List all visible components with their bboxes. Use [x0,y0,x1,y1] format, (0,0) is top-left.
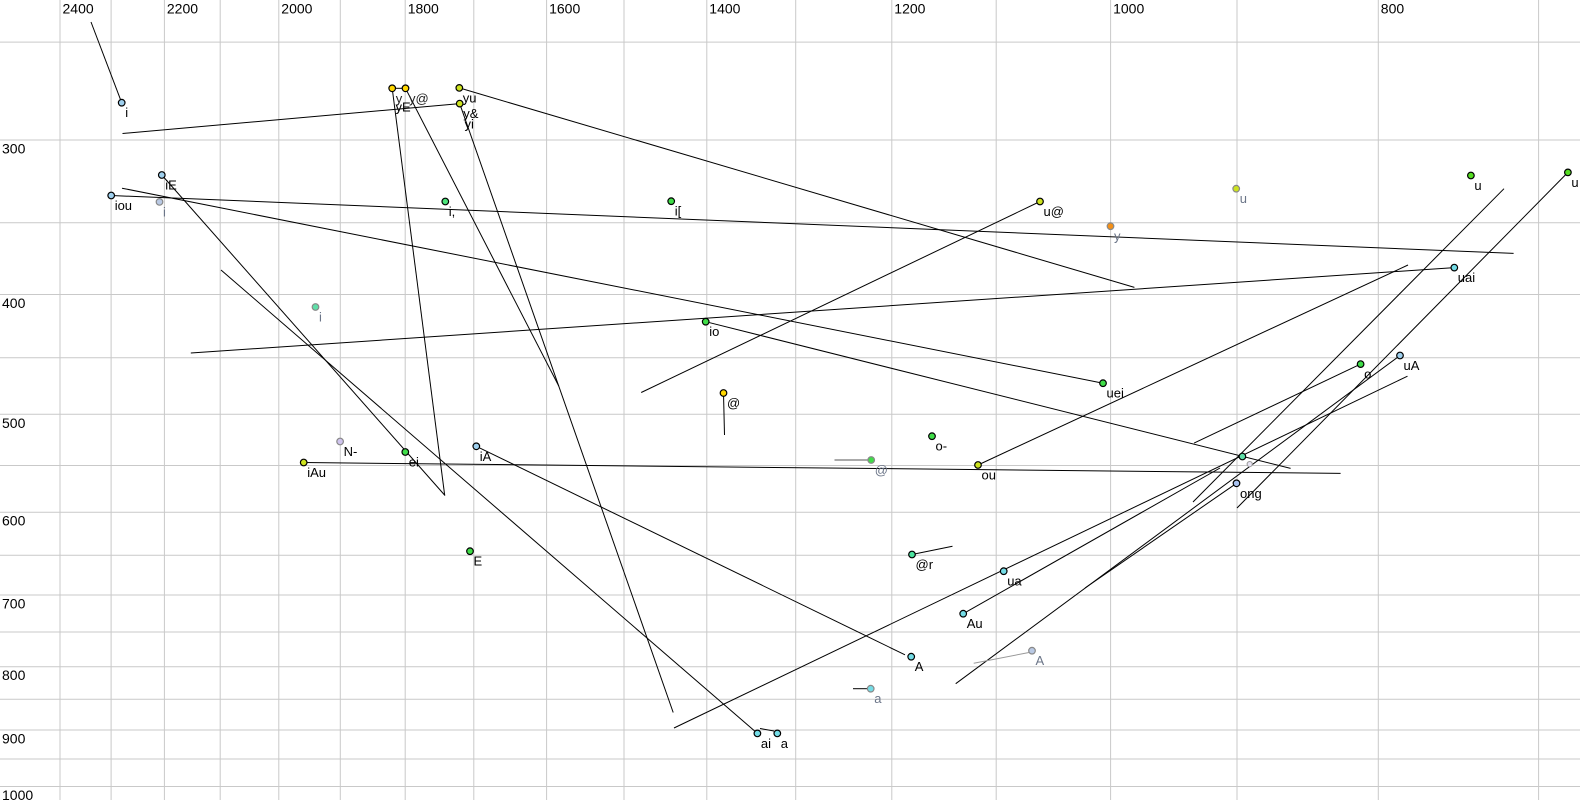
svg-text:@r: @r [916,557,934,572]
svg-text:2200: 2200 [167,1,198,17]
svg-text:iAu: iAu [307,465,326,480]
svg-text:u: u [1240,191,1247,206]
svg-text:ai: ai [761,736,771,751]
svg-text:a: a [874,691,882,706]
svg-text:1000: 1000 [1113,1,1144,17]
svg-text:y: y [396,91,403,106]
svg-text:700: 700 [2,596,26,612]
svg-text:i: i [319,310,322,325]
svg-text:u@: u@ [1044,204,1064,219]
svg-text:o-: o- [936,439,948,454]
svg-text:iou: iou [115,198,132,213]
svg-text:yE: yE [396,100,412,115]
svg-text:io: io [709,324,719,339]
svg-text:u: u [1474,178,1481,193]
svg-text:i: i [163,204,166,219]
svg-text:i,: i, [449,204,456,219]
svg-text:uai: uai [1458,270,1475,285]
svg-text:@: @ [875,463,888,478]
svg-text:ua: ua [1007,574,1022,589]
svg-text:1200: 1200 [894,1,925,17]
svg-text:iE: iE [165,178,177,193]
svg-text:yu: yu [463,90,477,105]
svg-text:i[: i[ [675,204,682,219]
svg-text:400: 400 [2,295,26,311]
svg-text:500: 500 [2,415,26,431]
svg-text:uei: uei [1107,386,1124,401]
svg-text:@: @ [727,396,740,411]
svg-text:i: i [125,105,128,120]
svg-text:2000: 2000 [281,1,312,17]
svg-text:y: y [1114,229,1121,244]
svg-text:yi: yi [465,117,475,132]
svg-text:800: 800 [1381,1,1405,17]
svg-text:uA: uA [1404,358,1420,373]
svg-text:ei: ei [409,455,419,470]
svg-text:ong: ong [1240,486,1262,501]
svg-text:E: E [474,554,483,569]
svg-text:1400: 1400 [709,1,740,17]
svg-text:o: o [1364,367,1371,382]
svg-text:600: 600 [2,513,26,529]
svg-text:y&: y& [463,106,479,121]
svg-text:Au: Au [967,616,983,631]
svg-text:ou: ou [982,468,996,483]
svg-text:2400: 2400 [63,1,94,17]
svg-text:1800: 1800 [408,1,439,17]
svg-text:u: u [1571,175,1578,190]
svg-text:N-: N- [344,444,358,459]
svg-text:1600: 1600 [549,1,580,17]
svg-text:300: 300 [2,141,26,157]
svg-text:a: a [781,736,789,751]
svg-text:1000: 1000 [2,787,33,800]
svg-text:A: A [915,659,924,674]
svg-text:iA: iA [480,449,492,464]
svg-text:y@: y@ [409,91,429,106]
svg-text:A: A [1036,653,1045,668]
svg-text:800: 800 [2,667,26,683]
svg-text:900: 900 [2,731,26,747]
